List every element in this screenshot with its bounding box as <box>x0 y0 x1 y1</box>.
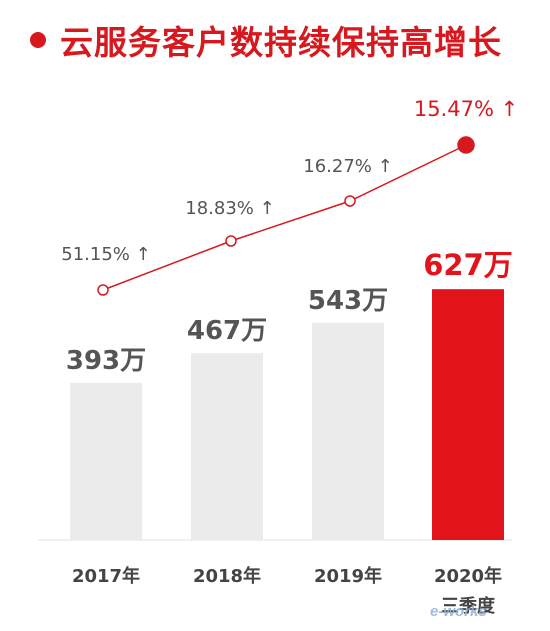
growth-rate-label: 16.27% ↑ <box>303 156 392 177</box>
watermark-logo: e-works <box>430 603 487 620</box>
title-bullet-icon <box>30 32 46 48</box>
growth-point <box>457 136 475 154</box>
growth-rate-label: 51.15% ↑ <box>61 244 150 265</box>
growth-point <box>344 195 356 207</box>
growth-rate-label: 15.47% ↑ <box>414 97 518 121</box>
chart-header: 云服务客户数持续保持高增长 <box>30 16 502 64</box>
x-tick-label: 2018年 <box>193 565 261 587</box>
bar-value-label: 393万 <box>66 346 146 376</box>
growth-point <box>225 235 237 247</box>
bar-value-label: 467万 <box>187 316 267 346</box>
bar <box>312 322 384 540</box>
bar-value-label: 543万 <box>308 286 388 316</box>
bar <box>70 382 142 540</box>
x-tick-sublabel: 三季度 <box>441 595 496 617</box>
growth-rate-label: 18.83% ↑ <box>185 198 274 219</box>
growth-line <box>102 144 467 291</box>
x-tick-label: 2019年 <box>314 565 382 587</box>
x-tick-label: 2020年 <box>434 565 502 587</box>
bar <box>191 353 263 540</box>
svg-text:e-works: e-works <box>430 603 487 620</box>
x-tick-label: 2017年 <box>72 565 140 587</box>
bar-value-label: 627万 <box>423 248 513 282</box>
growth-point <box>97 284 109 296</box>
chart-title: 云服务客户数持续保持高增长 <box>60 23 502 62</box>
bar-highlight <box>432 289 504 540</box>
